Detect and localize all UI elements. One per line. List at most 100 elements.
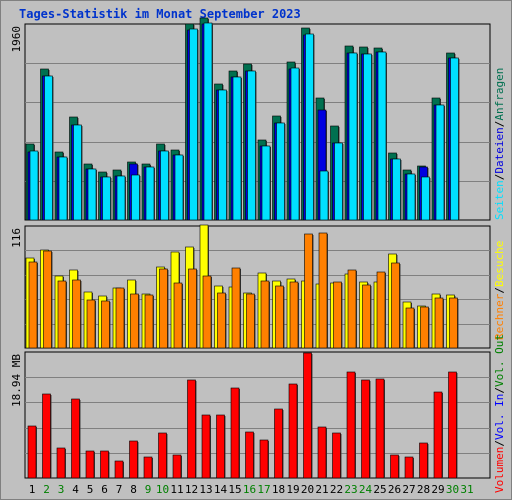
bar-seiten-day-11 [174,154,184,221]
bar-seiten-day-12 [189,28,198,221]
bar-seiten-day-17 [261,145,271,221]
bar-rechner-day-27 [405,307,415,349]
bar-volumen-day-6 [100,450,109,479]
bar-seiten-day-2 [44,75,53,221]
bar-rechner-day-6 [101,300,110,349]
bar-volumen-day-24 [361,379,370,479]
y-max-label-2: 18.94 MB [10,354,23,407]
bar-volumen-day-18 [274,408,283,479]
bar-seiten-day-5 [87,168,97,221]
bar-rechner-day-26 [391,262,400,349]
y-max-label-1: 116 [10,228,23,248]
legend-vol-in: Vol. In [493,394,506,440]
day-label-1: 1 [29,483,36,496]
bar-rechner-day-24 [362,284,371,349]
bar-seiten-day-1 [29,150,39,221]
bar-seiten-day-23 [348,52,358,221]
bar-seiten-day-20 [305,33,314,221]
bar-volumen-day-23 [346,371,356,479]
bar-seiten-day-28 [421,176,430,221]
bar-seiten-day-22 [334,142,343,221]
bar-seiten-day-7 [116,175,126,221]
bar-rechner-day-1 [28,261,38,349]
legend-separator: / [493,440,506,447]
bar-volumen-day-4 [71,398,80,479]
right-legend: Seiten/Dateien/Anfragen [493,68,506,220]
bar-rechner-day-20 [304,233,313,349]
day-label-24: 24 [359,483,373,496]
bar-rechner-day-4 [72,279,81,349]
bar-seiten-day-15 [232,76,242,221]
day-label-21: 21 [315,483,328,496]
bar-volumen-day-20 [303,352,312,479]
bar-volumen-day-3 [56,447,66,479]
legend-separator: / [493,287,506,294]
bar-volumen-day-11 [172,454,182,479]
right-legend: Rechner/Besuche [493,241,506,340]
bar-seiten-day-24 [363,53,372,221]
bar-seiten-day-10 [160,150,169,221]
bar-volumen-day-26 [390,454,399,479]
day-label-15: 15 [228,483,241,496]
legend-besuche: Besuche [493,241,506,287]
bar-volumen-day-5 [85,450,95,479]
bar-rechner-day-13 [202,275,212,349]
day-label-8: 8 [130,483,137,496]
day-label-3: 3 [58,483,65,496]
bar-rechner-day-17 [260,280,270,349]
bar-seiten-day-21 [319,170,329,221]
bar-seiten-day-29 [435,104,445,221]
bar-seiten-day-3 [58,156,68,221]
day-label-27: 27 [402,483,415,496]
day-label-11: 11 [170,483,183,496]
bar-volumen-day-9 [143,456,153,479]
bar-volumen-day-7 [114,460,124,479]
bar-rechner-day-16 [246,293,255,349]
legend-anfragen: Anfragen [493,68,506,121]
bar-volumen-day-19 [288,383,298,479]
bar-volumen-day-22 [332,432,341,479]
bar-seiten-day-26 [392,158,401,221]
bar-seiten-day-27 [406,173,416,221]
y-max-label-0: 1960 [10,26,23,53]
day-label-19: 19 [286,483,299,496]
legend-rechner: Rechner [493,293,506,340]
bar-rechner-day-19 [289,281,299,349]
bar-rechner-day-30 [449,297,458,349]
legend-volumen: Volumen [493,447,506,493]
bar-volumen-day-27 [404,456,414,479]
bar-seiten-day-14 [218,89,227,221]
bar-volumen-day-10 [158,432,167,479]
bar-volumen-day-14 [216,414,225,479]
bar-seiten-day-30 [450,57,459,221]
bar-rechner-day-28 [420,306,429,349]
bar-volumen-day-17 [259,439,269,479]
bar-rechner-day-23 [347,269,357,349]
day-label-25: 25 [373,483,386,496]
legend-vol-out: Vol. Out [493,334,506,387]
day-label-31: 31 [460,483,473,496]
day-label-10: 10 [156,483,169,496]
day-label-28: 28 [417,483,430,496]
bar-seiten-day-18 [276,122,285,221]
bar-seiten-day-9 [145,166,155,221]
day-label-9: 9 [145,483,152,496]
legend-separator: / [493,387,506,394]
day-label-14: 14 [214,483,228,496]
bar-seiten-day-16 [247,70,256,221]
bar-volumen-day-28 [419,442,428,479]
bar-seiten-day-4 [73,124,82,221]
bar-rechner-day-22 [333,281,342,349]
day-label-4: 4 [72,483,79,496]
day-label-26: 26 [388,483,401,496]
bar-rechner-day-18 [275,285,284,349]
bar-rechner-day-7 [115,287,125,349]
bar-seiten-day-13 [203,22,213,221]
day-label-6: 6 [101,483,108,496]
bar-rechner-day-9 [144,294,154,349]
day-label-18: 18 [272,483,285,496]
bar-seiten-day-6 [102,176,111,221]
bar-rechner-day-29 [434,297,444,349]
bar-volumen-day-30 [448,371,457,479]
